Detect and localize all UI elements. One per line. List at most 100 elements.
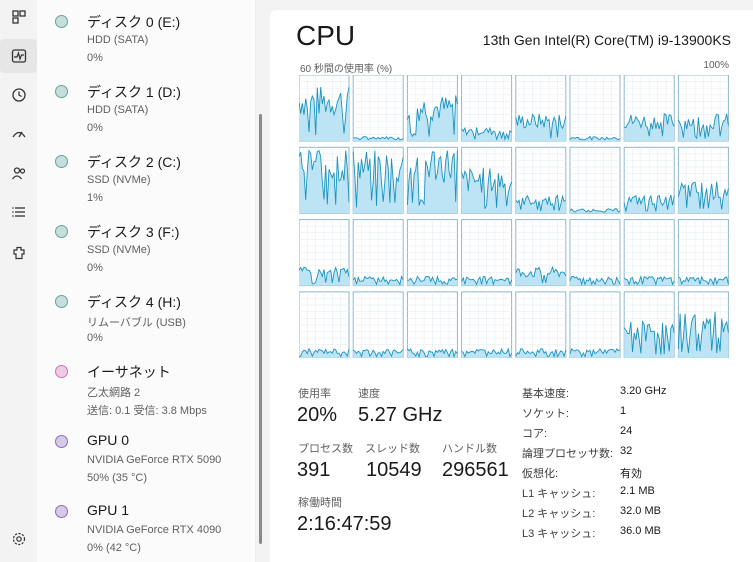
resource-item[interactable]: ディスク 4 (H:) リムーバブル (USB) 0% (37, 282, 255, 350)
spec-label: コア: (522, 428, 548, 440)
graph-label: 60 秒間の使用率 (%) (300, 64, 393, 75)
resource-detail: HDD (SATA) (87, 104, 149, 116)
core-graph (569, 146, 621, 214)
nav-startup-apps[interactable] (0, 117, 37, 151)
resource-status-dot (55, 365, 68, 378)
resource-item[interactable]: GPU 1 NVIDIA GeForce RTX 4090 0% (42 °C) (37, 492, 255, 560)
resource-name: ディスク 4 (H:) (87, 294, 181, 310)
resource-usage: 送信: 0.1 受信: 3.8 Mbps (87, 405, 207, 417)
spec-value: 有効 (620, 468, 642, 480)
core-graph (299, 146, 350, 214)
core-graph (406, 291, 458, 358)
processes-icon (11, 10, 26, 24)
core-graph (299, 219, 350, 287)
resource-status-dot (55, 85, 68, 98)
cpu-model: 13th Gen Intel(R) Core(TM) i9-13900KS (482, 32, 731, 48)
core-graph (623, 75, 675, 142)
nav-details[interactable] (0, 195, 37, 229)
details-icon (11, 207, 25, 217)
nav-users[interactable] (0, 156, 37, 190)
resource-item[interactable]: ディスク 3 (F:) SSD (NVMe) 0% (37, 212, 255, 280)
core-graph (515, 219, 567, 287)
spec-value: 2.1 MB (620, 485, 655, 497)
resource-usage: 0% (87, 52, 103, 64)
spec-value: 3.20 GHz (620, 385, 667, 397)
resource-item[interactable]: ディスク 0 (E:) HDD (SATA) 0% (37, 2, 255, 70)
resource-detail: HDD (SATA) (87, 34, 149, 46)
core-graph (406, 219, 458, 287)
handles-value: 296561 (442, 459, 509, 481)
core-graph (461, 75, 513, 142)
threads-label: スレッド数 (365, 443, 420, 455)
resource-item[interactable]: GPU 0 NVIDIA GeForce RTX 5090 50% (35 °C) (37, 422, 255, 490)
resource-detail: 乙太網路 2 (87, 387, 141, 399)
resource-detail: SSD (NVMe) (87, 174, 151, 186)
core-graph (677, 291, 729, 358)
resource-name: GPU 0 (87, 432, 130, 448)
spec-label: ソケット: (522, 408, 570, 420)
resource-usage: 0% (87, 332, 103, 344)
core-graph (406, 75, 458, 142)
resource-status-dot (55, 435, 68, 448)
speed-label: 速度 (358, 388, 380, 400)
utilization-label: 使用率 (298, 388, 331, 400)
uptime-label: 稼働時間 (298, 497, 342, 509)
resource-item[interactable]: ディスク 1 (D:) HDD (SATA) 0% (37, 72, 255, 140)
resource-usage: 50% (35 °C) (87, 472, 148, 484)
graph-max-label: 100% (703, 60, 729, 71)
speed-value: 5.27 GHz (358, 404, 443, 426)
list-scrollbar[interactable] (259, 114, 262, 544)
core-graph (461, 291, 513, 358)
nav-services[interactable] (0, 236, 37, 270)
resource-usage: 0% (42 °C) (87, 542, 141, 554)
app-history-icon (11, 88, 26, 102)
core-graph (623, 146, 675, 214)
resource-usage: 0% (87, 262, 103, 274)
core-graph (623, 219, 675, 287)
resource-list: ディスク 0 (E:) HDD (SATA) 0% ディスク 1 (D:) HDD (S… (37, 0, 256, 562)
resource-status-dot (55, 295, 68, 308)
uptime-value: 2:16:47:59 (297, 513, 392, 535)
resource-detail: リムーバブル (USB) (87, 317, 186, 329)
core-graph (515, 291, 567, 358)
nav-settings[interactable] (0, 522, 37, 556)
core-graph (677, 75, 729, 142)
services-icon (12, 246, 25, 260)
nav-performance[interactable] (0, 39, 37, 73)
spec-value: 32 (620, 445, 633, 457)
nav-rail (0, 0, 37, 562)
core-graph (515, 75, 567, 142)
startup-apps-icon (11, 131, 26, 138)
resource-detail: SSD (NVMe) (87, 244, 151, 256)
spec-label: L3 キャッシュ: (522, 528, 596, 540)
resource-item[interactable]: ディスク 2 (C:) SSD (NVMe) 1% (37, 142, 255, 210)
nav-processes[interactable] (0, 0, 37, 34)
resource-detail: NVIDIA GeForce RTX 4090 (87, 524, 222, 536)
core-graph (352, 146, 404, 214)
spec-label: 基本速度: (522, 388, 570, 400)
core-graph (677, 219, 729, 287)
resource-usage: 0% (87, 122, 103, 134)
core-graph (569, 75, 621, 142)
spec-label: 仮想化: (522, 468, 559, 480)
nav-app-history[interactable] (0, 78, 37, 112)
utilization-value: 20% (297, 404, 338, 426)
resource-item[interactable]: イーサネット乙太網路 2 送信: 0.1 受信: 3.8 Mbps (37, 352, 255, 420)
core-graph (461, 146, 513, 214)
processes-label: プロセス数 (298, 443, 353, 455)
spec-label: L2 キャッシュ: (522, 508, 596, 520)
core-graph (461, 219, 513, 287)
processes-value: 391 (297, 459, 331, 481)
resource-detail: NVIDIA GeForce RTX 5090 (87, 454, 222, 466)
core-graph (569, 291, 621, 358)
resource-status-dot (55, 505, 68, 518)
spec-value: 1 (620, 405, 627, 417)
core-graph (352, 219, 404, 287)
spec-value: 24 (620, 425, 633, 437)
resource-name: ディスク 0 (E:) (87, 14, 181, 30)
core-graphs (299, 75, 729, 358)
resource-name: GPU 1 (87, 502, 130, 518)
resource-name: イーサネット (87, 364, 171, 380)
resource-name: ディスク 3 (F:) (87, 224, 180, 240)
core-graph (406, 146, 458, 214)
